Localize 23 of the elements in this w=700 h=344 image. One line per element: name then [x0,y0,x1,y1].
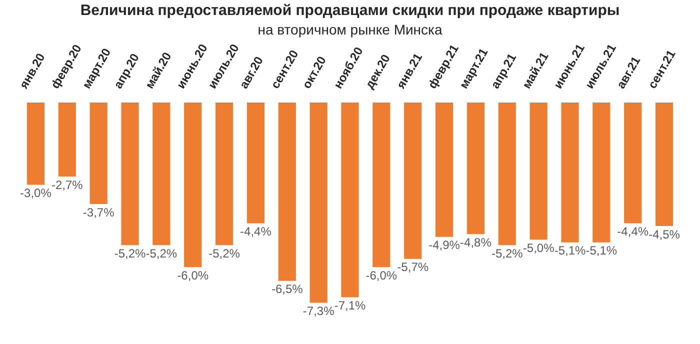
data-label: -3,7% [82,205,115,220]
data-label: -4,9% [428,238,460,252]
data-label: -4,5% [648,227,680,242]
data-label: -6,5% [271,282,304,296]
data-label: -5,0% [522,240,555,255]
chart-title: Величина предоставляемой продавцами скидки при продаже квартиры [80,2,620,20]
data-label: -4,8% [460,235,492,250]
data-label: -5,2% [491,246,524,260]
data-label: -7,3% [302,304,335,318]
chart-subtitle: на вторичном рынке Минска [258,21,442,38]
data-label: -3,0% [20,186,52,200]
data-label: -6,0% [177,268,209,282]
data-label: -5,1% [554,244,586,258]
data-label: -5,2% [114,246,146,260]
data-label: -7,1% [334,298,366,313]
data-label: -5,1% [586,244,618,258]
data-label: -5,2% [208,246,240,260]
data-label: -4,4% [240,224,272,239]
data-label: -4,4% [617,224,649,239]
data-label: -2,7% [51,178,84,192]
data-label: -6,0% [366,268,398,282]
data-label: -5,2% [146,246,178,260]
data-label: -5,7% [397,260,429,274]
